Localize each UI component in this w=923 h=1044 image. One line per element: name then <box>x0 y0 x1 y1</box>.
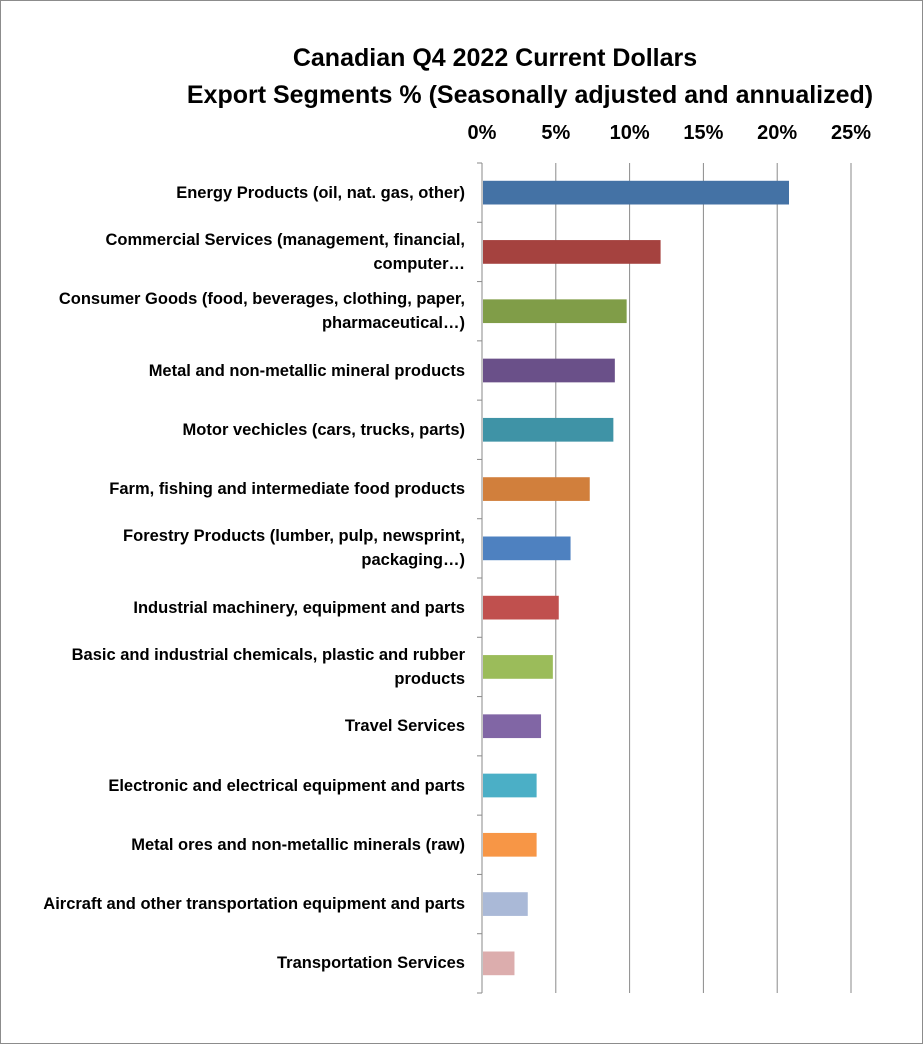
x-tick-label: 25% <box>831 122 871 144</box>
x-tick-label: 0% <box>468 122 497 144</box>
bar <box>483 536 571 561</box>
category-label: Motor vechicles (cars, trucks, parts) <box>182 420 465 439</box>
category-label: Travel Services <box>344 717 465 736</box>
x-tick-label: 15% <box>683 122 723 144</box>
category-label: Consumer Goods (food, beverages, clothin… <box>58 290 465 333</box>
bar <box>483 299 627 324</box>
x-tick-label: 20% <box>757 122 797 144</box>
category-label: Electronic and electrical equipment and … <box>108 776 465 795</box>
x-tick-label: 10% <box>610 122 650 144</box>
bar <box>483 714 542 739</box>
bar <box>483 595 559 620</box>
category-label: Farm, fishing and intermediate food prod… <box>109 480 465 499</box>
chart-title-line-1: Canadian Q4 2022 Current Dollars <box>292 44 698 72</box>
x-tick-label: 5% <box>541 122 570 144</box>
bar <box>483 240 661 264</box>
bar <box>483 180 790 205</box>
category-label: Forestry Products (lumber, pulp, newspri… <box>123 527 465 570</box>
category-label: Basic and industrial chemicals, plastic … <box>71 645 465 688</box>
category-label: Commercial Services (management, financi… <box>105 230 465 273</box>
bar <box>483 773 537 798</box>
category-label: Transportation Services <box>277 954 465 973</box>
chart-title-line-2: Export Segments % (Seasonally adjusted a… <box>186 81 874 109</box>
bar <box>483 477 590 501</box>
category-label: Aircraft and other transportation equipm… <box>43 895 465 914</box>
bar <box>483 951 515 976</box>
bar <box>483 417 614 442</box>
category-label: Energy Products (oil, nat. gas, other) <box>176 183 465 202</box>
category-label: Metal and non-metallic mineral products <box>148 361 465 380</box>
category-label: Metal ores and non-metallic minerals (ra… <box>131 835 465 854</box>
bar <box>483 832 537 857</box>
category-label: Industrial machinery, equipment and part… <box>133 598 465 617</box>
bar <box>483 358 615 383</box>
chart-title: Canadian Q4 2022 Current Dollars Export … <box>150 40 910 114</box>
bar <box>483 655 553 679</box>
bar <box>483 892 528 916</box>
